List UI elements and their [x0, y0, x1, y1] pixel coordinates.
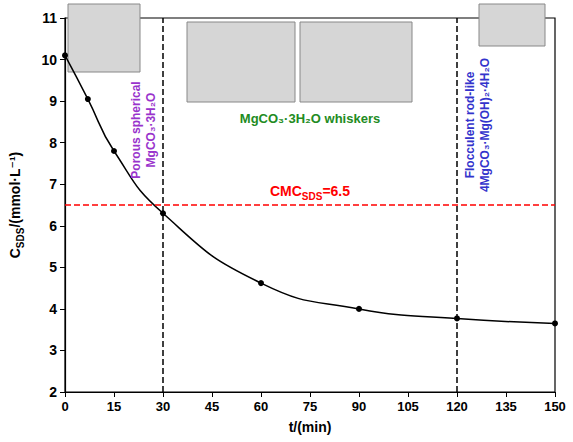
- svg-text:=6.5: =6.5: [322, 183, 350, 199]
- svg-text:2: 2: [49, 384, 57, 400]
- svg-text:150: 150: [544, 399, 566, 414]
- svg-text:75: 75: [303, 399, 317, 414]
- svg-text:SDS: SDS: [15, 227, 26, 248]
- svg-text:10: 10: [41, 52, 57, 68]
- svg-text:45: 45: [205, 399, 219, 414]
- svg-text:Flocculent rod-like: Flocculent rod-like: [463, 71, 477, 178]
- svg-text:MgCO₃·3H₂O: MgCO₃·3H₂O: [144, 93, 158, 168]
- svg-text:0: 0: [61, 399, 68, 414]
- svg-text:CMC: CMC: [270, 183, 302, 199]
- svg-text:t/(min): t/(min): [289, 419, 332, 435]
- svg-text:9: 9: [49, 93, 57, 109]
- svg-text:SDS: SDS: [302, 191, 323, 202]
- svg-text:8: 8: [49, 135, 57, 151]
- svg-text:3: 3: [49, 342, 57, 358]
- svg-text:105: 105: [397, 399, 419, 414]
- svg-text:5: 5: [49, 259, 57, 275]
- svg-text:4MgCO₃·Mg(OH)₂·4H₂O: 4MgCO₃·Mg(OH)₂·4H₂O: [478, 58, 492, 192]
- svg-text:Porous spherical: Porous spherical: [129, 81, 143, 178]
- svg-text:C: C: [7, 248, 23, 258]
- svg-text:90: 90: [352, 399, 366, 414]
- svg-text:6: 6: [49, 218, 57, 234]
- svg-text:60: 60: [254, 399, 268, 414]
- svg-text:30: 30: [156, 399, 170, 414]
- svg-text:135: 135: [495, 399, 517, 414]
- svg-text:7: 7: [49, 176, 57, 192]
- svg-text:4: 4: [49, 301, 57, 317]
- svg-text:/(mmol·L⁻¹): /(mmol·L⁻¹): [7, 152, 23, 228]
- svg-text:11: 11: [42, 10, 57, 26]
- svg-text:120: 120: [446, 399, 468, 414]
- svg-text:15: 15: [107, 399, 121, 414]
- svg-text:MgCO₃·3H₂O whiskers: MgCO₃·3H₂O whiskers: [240, 111, 380, 126]
